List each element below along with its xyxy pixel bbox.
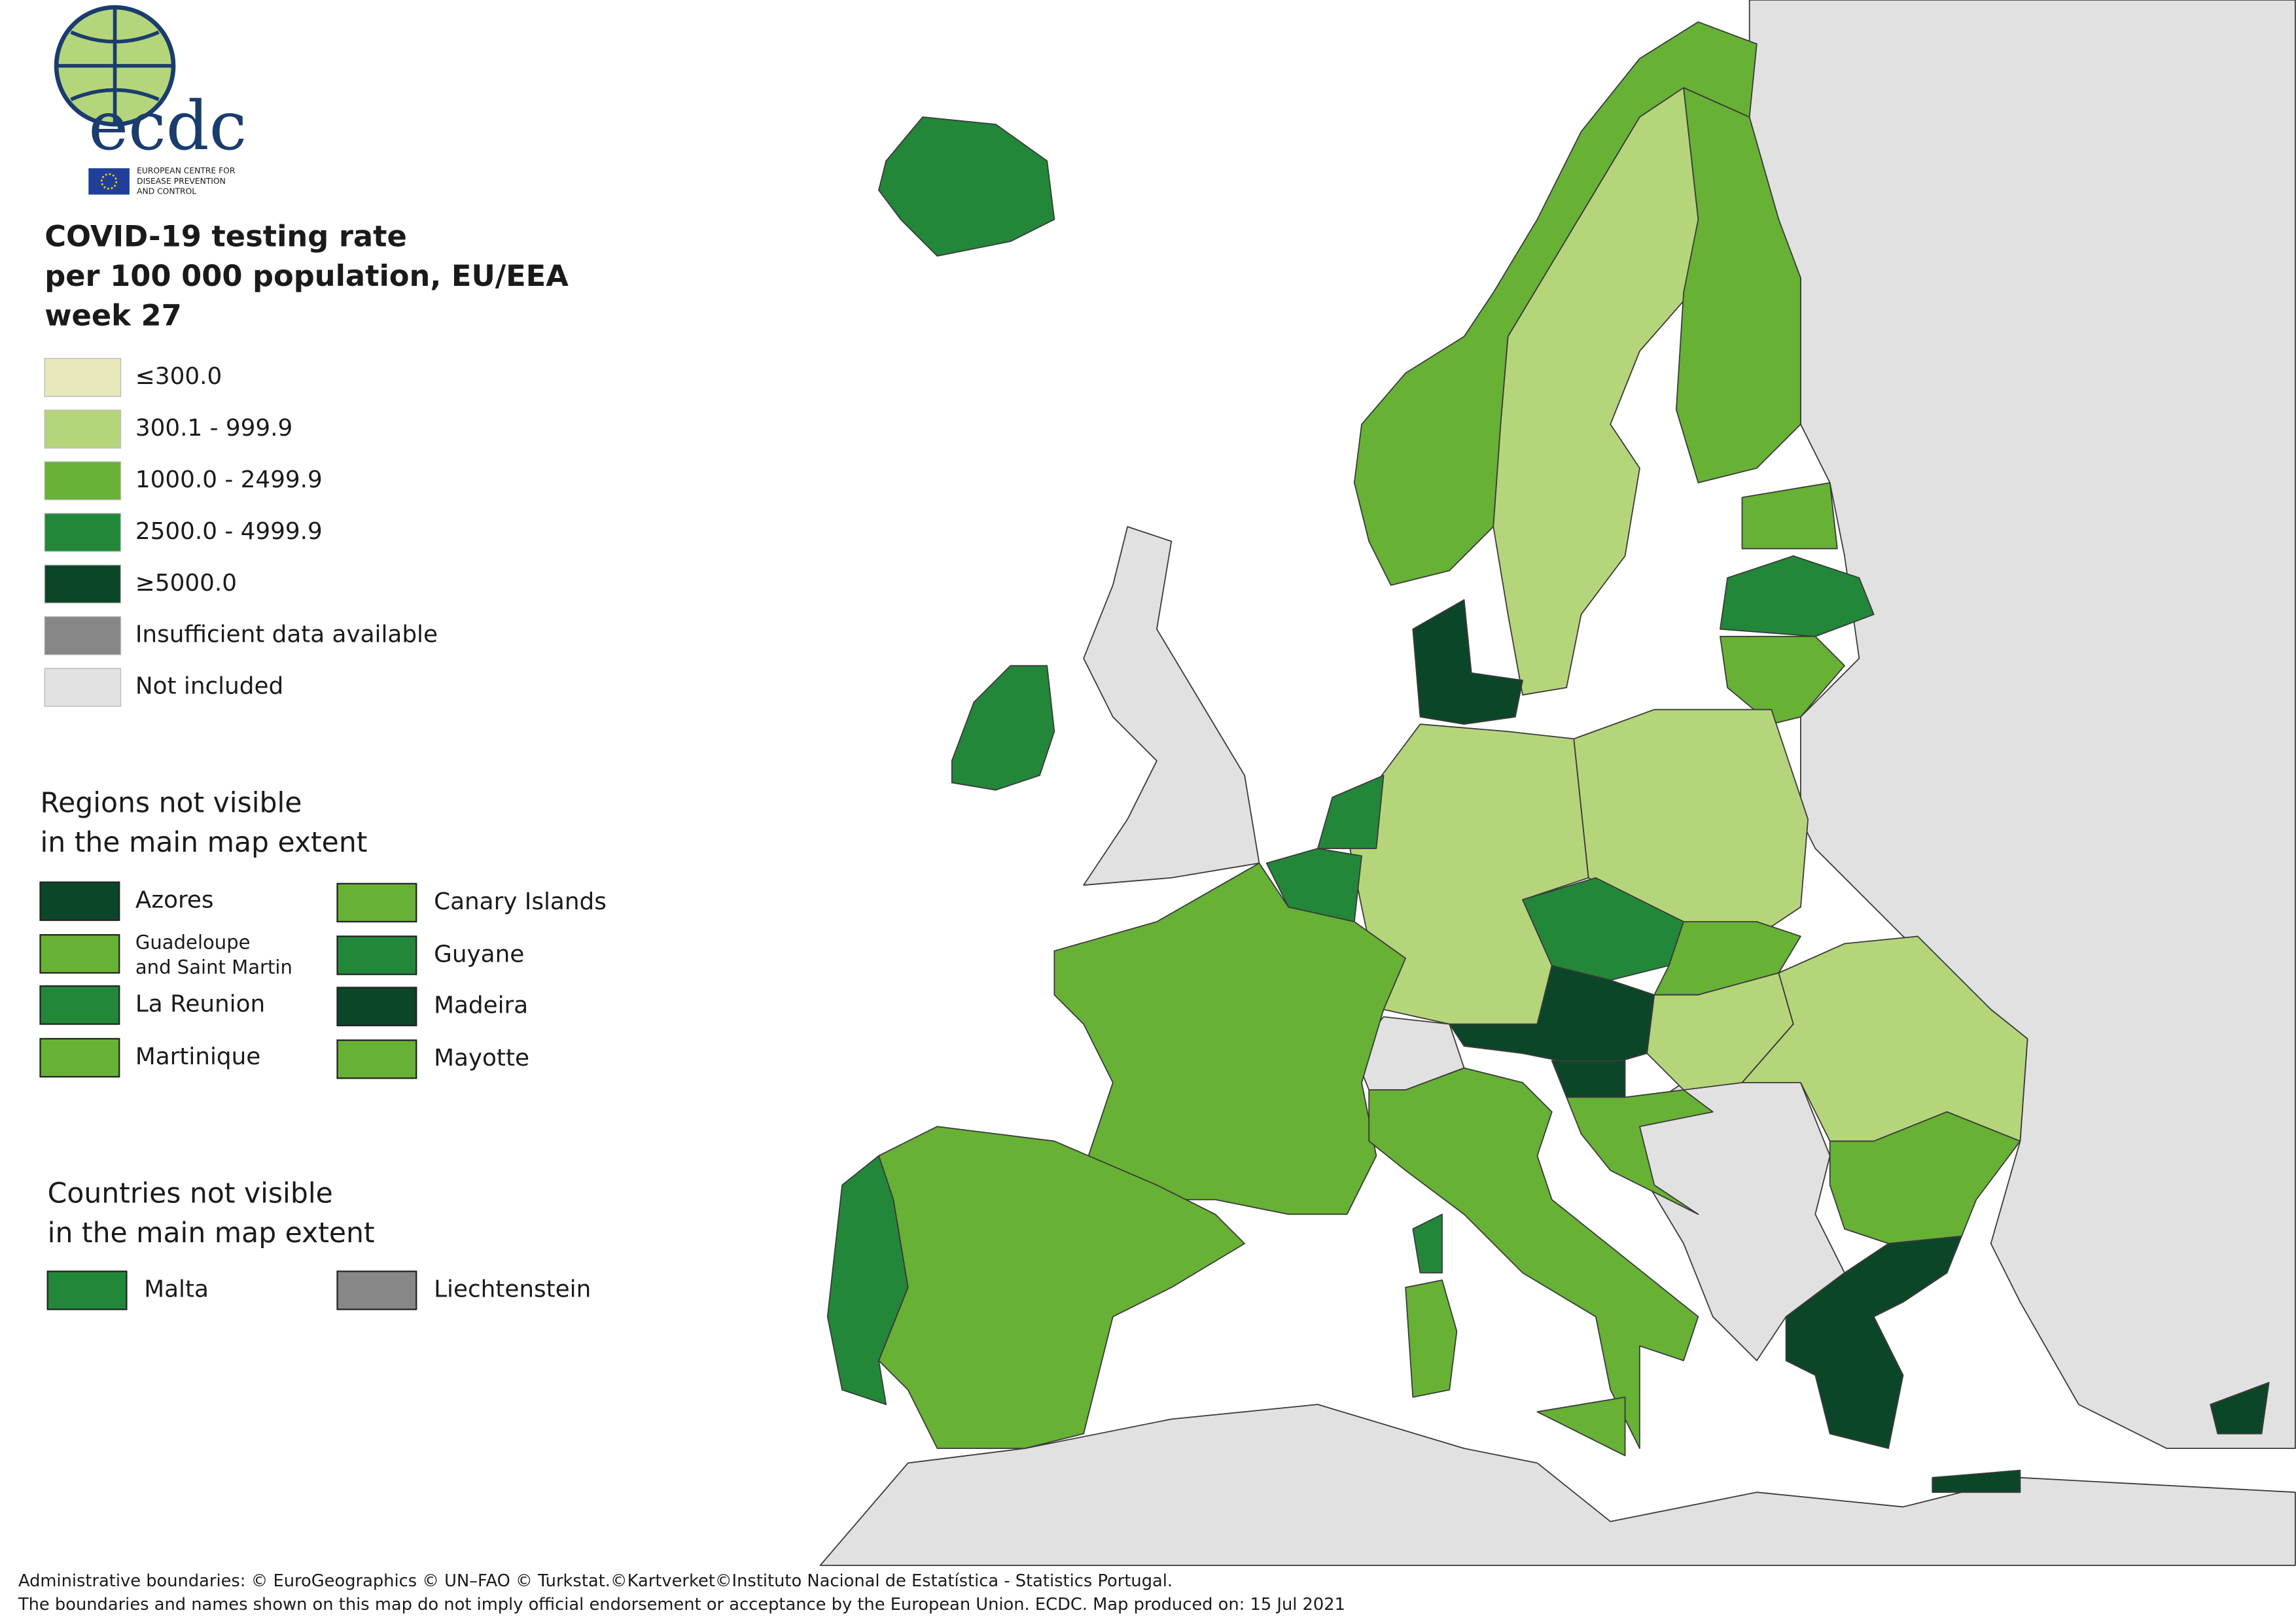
legend-label: ≥5000.0 — [135, 570, 237, 597]
eu-stars — [101, 173, 118, 190]
country-area — [1053, 862, 1407, 1215]
legend-label: Azores — [135, 887, 214, 914]
logo-text: EUROPEAN CENTRE FOR — [137, 166, 236, 175]
country-area — [1675, 87, 1801, 483]
legend-label: 1000.0 - 2499.9 — [135, 466, 323, 493]
title: week 27 — [44, 298, 182, 332]
country-area — [1785, 1235, 1962, 1449]
country-area — [819, 1404, 2296, 1566]
country-area — [951, 665, 1055, 791]
logo: ecdc EUROPEAN CENTRE FOR DISEASE PREVENT… — [54, 5, 247, 196]
legend-label: Liechtenstein — [434, 1276, 591, 1303]
legend-label: 2500.0 - 4999.9 — [135, 518, 323, 545]
country-area — [1829, 1111, 2021, 1244]
legend-label: Guyane — [434, 941, 524, 967]
country-area — [826, 1155, 909, 1405]
legend-swatch — [39, 881, 120, 921]
footer: The boundaries and names shown on this m… — [18, 1595, 1345, 1614]
legend-label: and Saint Martin — [135, 956, 292, 979]
country-area — [1265, 848, 1362, 922]
legend-swatch — [39, 933, 120, 974]
country-area — [1405, 1280, 1458, 1398]
logo-text: DISEASE PREVENTION — [137, 177, 226, 186]
country-area — [1368, 1067, 1699, 1449]
country-area — [2210, 1382, 2270, 1435]
legend-swatch — [336, 986, 417, 1026]
country-area — [1566, 1089, 1714, 1215]
legend-label: La Reunion — [135, 990, 265, 1017]
legend-swatch — [336, 882, 417, 923]
legend-swatch — [336, 1270, 417, 1310]
footer: Administrative boundaries: © EuroGeograp… — [18, 1571, 1173, 1591]
eu-flag — [88, 168, 130, 195]
legend-swatch — [39, 1037, 120, 1078]
country-area — [1317, 775, 1385, 850]
legend-label: Not included — [135, 673, 283, 700]
country-area — [1720, 555, 1875, 637]
legend-swatch — [44, 358, 122, 397]
section-heading: in the main map extent — [48, 1217, 375, 1249]
country-area — [1748, 0, 2296, 1449]
section-heading: in the main map extent — [40, 827, 367, 859]
legend-swatch — [336, 935, 417, 975]
legend-swatch — [39, 985, 120, 1025]
legend-swatch — [44, 565, 122, 604]
legend-label: 300.1 - 999.9 — [135, 415, 292, 442]
section-heading: Regions not visible — [40, 788, 302, 820]
legend-label: Martinique — [135, 1043, 260, 1070]
legend-label: Guadeloupe — [135, 932, 251, 954]
legend-swatch — [44, 461, 122, 500]
legend-label: ≤300.0 — [135, 363, 222, 390]
country-area — [1412, 599, 1523, 725]
legend-swatch — [44, 667, 122, 707]
country-area — [878, 116, 1055, 257]
legend-label: Madeira — [434, 992, 528, 1019]
legend-swatch — [46, 1270, 128, 1310]
country-area — [1536, 1396, 1626, 1457]
legend-swatch — [44, 513, 122, 552]
country-area — [1720, 635, 1845, 725]
logo-acronym: ecdc — [88, 88, 247, 166]
country-area — [1412, 1213, 1443, 1274]
logo-text: AND CONTROL — [137, 186, 196, 196]
section-heading: Countries not visible — [48, 1178, 333, 1210]
title: per 100 000 population, EU/EEA — [44, 258, 569, 293]
country-area — [1932, 1469, 2021, 1493]
legend-swatch — [336, 1039, 417, 1079]
title: COVID-19 testing rate — [44, 219, 407, 254]
legend-label: Canary Islands — [434, 888, 607, 915]
legend-label: Insufficient data available — [135, 621, 438, 648]
legend-label: Malta — [144, 1276, 209, 1303]
logo-lines — [56, 7, 174, 125]
legend-label: Mayotte — [434, 1045, 529, 1072]
country-area — [1083, 526, 1260, 886]
country-area — [1741, 482, 1838, 549]
map-area — [819, 0, 2296, 1566]
legend-swatch — [44, 410, 122, 449]
legend-swatch — [44, 616, 122, 655]
